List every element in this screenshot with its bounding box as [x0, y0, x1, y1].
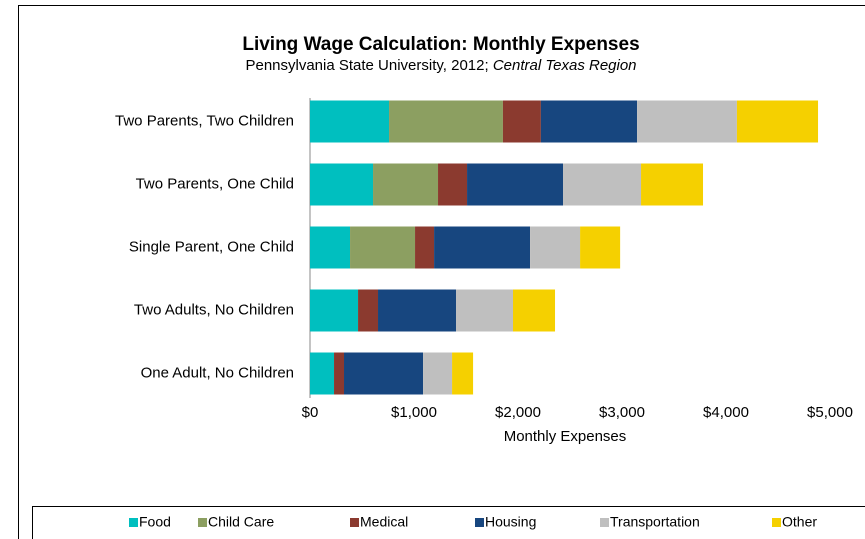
legend-swatch	[350, 518, 359, 527]
bar-segment	[310, 226, 351, 269]
y-tick-label: One Adult, No Children	[141, 364, 294, 381]
legend-label: Housing	[485, 514, 536, 530]
bar-segment	[358, 289, 379, 332]
legend-label: Transportation	[610, 514, 700, 530]
bar-segment	[373, 163, 439, 206]
bar-segment	[641, 163, 704, 206]
x-tick-label: $1,000	[391, 404, 437, 421]
x-tick-label: $5,000	[807, 404, 853, 421]
bar-segment	[389, 100, 503, 143]
bar-segment	[434, 226, 531, 269]
bar-segment	[350, 226, 416, 269]
bar-segment	[467, 163, 564, 206]
subtitle-text: Pennsylvania State University, 2012;	[245, 57, 492, 74]
bar-segment	[344, 352, 424, 395]
bar-segment	[513, 289, 556, 332]
x-axis-label: Monthly Expenses	[504, 428, 627, 445]
chart-subtitle: Pennsylvania State University, 2012; Cen…	[245, 57, 636, 74]
bar-segment	[736, 100, 819, 143]
x-tick-label: $2,000	[495, 404, 541, 421]
legend-label: Other	[782, 514, 817, 530]
bar-segment	[530, 226, 581, 269]
bar-segment	[438, 163, 468, 206]
bar-segment	[310, 352, 335, 395]
bar-segment	[415, 226, 435, 269]
legend-label: Child Care	[208, 514, 274, 530]
legend-swatch	[475, 518, 484, 527]
legend-swatch	[198, 518, 207, 527]
legend-label: Food	[139, 514, 171, 530]
bar-segment	[502, 100, 541, 143]
bar-segment	[310, 289, 359, 332]
legend-box	[32, 506, 865, 539]
y-tick-label: Two Adults, No Children	[134, 301, 294, 318]
bar-segment	[378, 289, 457, 332]
x-tick-label: $4,000	[703, 404, 749, 421]
y-tick-label: Single Parent, One Child	[129, 238, 294, 255]
bar-segment	[452, 352, 474, 395]
legend-swatch	[600, 518, 609, 527]
legend-swatch	[772, 518, 781, 527]
bar-segment	[310, 163, 374, 206]
chart-title: Living Wage Calculation: Monthly Expense…	[242, 34, 639, 55]
bar-segment	[580, 226, 621, 269]
bar-segment	[563, 163, 642, 206]
bar-segment	[540, 100, 638, 143]
x-tick-label: $0	[302, 404, 319, 421]
x-tick-label: $3,000	[599, 404, 645, 421]
legend-label: Medical	[360, 514, 408, 530]
legend-swatch	[129, 518, 138, 527]
y-tick-label: Two Parents, One Child	[136, 175, 294, 192]
bar-segment	[423, 352, 453, 395]
bar-segment	[456, 289, 514, 332]
bar-segment	[334, 352, 345, 395]
y-tick-label: Two Parents, Two Children	[115, 112, 294, 129]
subtitle-region: Central Texas Region	[493, 57, 637, 74]
chart-border	[18, 5, 865, 539]
bar-segment	[637, 100, 737, 143]
bar-segment	[310, 100, 390, 143]
